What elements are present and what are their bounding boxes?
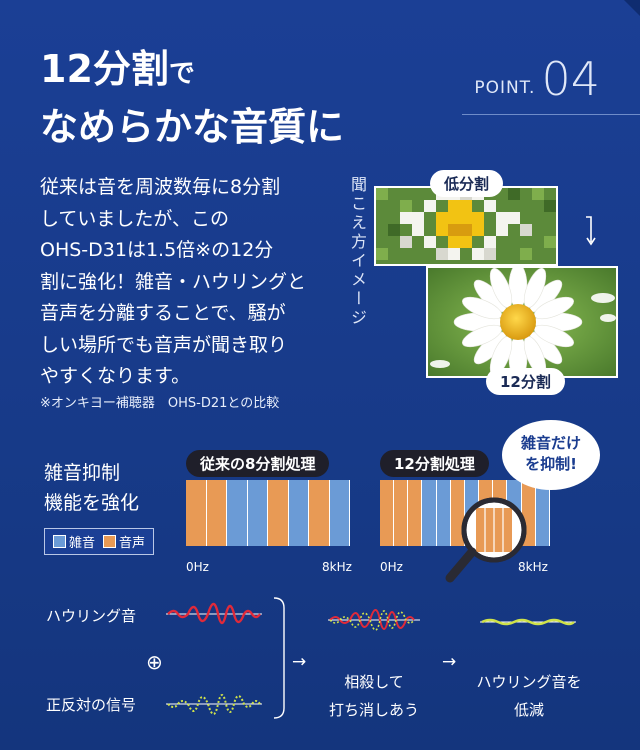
band-noise [227, 480, 248, 546]
low-division-label: 低分割 [430, 170, 504, 197]
old-chart-title: 従来の8分割処理 [186, 450, 330, 477]
howling-label: ハウリング音 [46, 607, 137, 625]
arrow-right-icon: → [292, 652, 307, 672]
band-noise [247, 480, 268, 546]
hearing-image-label: 聞こえ方イメージ [348, 176, 367, 328]
magnifier-icon [445, 497, 527, 583]
band-voice [309, 480, 330, 546]
description-line: 従来は音を周波数毎に8分割 [40, 176, 281, 198]
title-line2: なめらかな音質に [40, 105, 345, 149]
band-noise [329, 480, 350, 546]
band-voice [408, 480, 423, 546]
description-line: 音声を分離することで、騒が [40, 302, 286, 324]
title-line1: 12分割 [40, 47, 169, 91]
result-caption: ハウリング音を 低減 [462, 668, 596, 724]
band-noise [535, 480, 550, 546]
description-line: OHS-D31は1.5倍※の12分 [40, 239, 274, 261]
band-noise [436, 480, 451, 546]
old-8-band-bars [186, 480, 350, 546]
old-axis-start: 0Hz [186, 560, 209, 574]
description-text: 従来は音を周波数毎に8分割 していましたが、この OHS-D31は1.5倍※の1… [40, 172, 340, 393]
band-voice [380, 480, 395, 546]
twelve-division-label: 12分割 [486, 368, 565, 395]
title-line1-suffix: で [168, 59, 195, 89]
anti-signal-label: 正反対の信号 [46, 696, 137, 714]
legend-noise-swatch [53, 535, 66, 548]
feature-label: 雑音抑制 機能を強化 [44, 458, 139, 518]
cancel-wave-icon [328, 609, 420, 631]
legend-noise-label: 雑音 [69, 536, 96, 551]
low-res-flower-image [374, 186, 558, 266]
corner-tab [624, 0, 640, 16]
point-underline [462, 114, 640, 115]
cancel-line1: 相殺して [344, 673, 404, 691]
bubble-line1: 雑音だけ [520, 434, 581, 452]
new-axis-end: 8kHz [518, 560, 548, 574]
plus-icon: ⊕ [146, 650, 163, 674]
cancel-caption: 相殺して 打ち消しあう [322, 668, 426, 724]
point-label: POINT. [474, 78, 536, 98]
description-line: しい場所でも音声が聞き取り [40, 333, 288, 356]
arrow-down-icon [586, 216, 596, 246]
feature-line2: 機能を強化 [44, 492, 140, 514]
noise-only-bubble: 雑音だけ を抑制! [502, 420, 600, 490]
result-line2: 低減 [513, 701, 544, 719]
band-voice [268, 480, 289, 546]
bracket-icon [273, 597, 285, 719]
band-voice [450, 480, 465, 546]
feature-line1: 雑音抑制 [44, 462, 121, 484]
anti-signal-wave-icon [166, 694, 262, 715]
legend-voice: 音声 [103, 532, 145, 551]
high-res-flower-image [426, 266, 618, 378]
band-voice [186, 480, 207, 546]
band-noise [288, 480, 309, 546]
point-badge: POINT. 04 [474, 56, 600, 102]
arrow-right-icon-2: → [442, 652, 457, 672]
bubble-line2: を抑制! [525, 455, 577, 473]
legend: 雑音 音声 [44, 528, 155, 555]
band-voice [394, 480, 409, 546]
legend-voice-label: 音声 [119, 536, 146, 551]
legend-voice-swatch [103, 535, 117, 548]
point-number: 04 [541, 52, 600, 106]
reduced-wave-icon [480, 618, 576, 626]
legend-noise: 雑音 [53, 532, 95, 551]
description-line: していましたが、この [40, 207, 230, 230]
new-chart-title: 12分割処理 [380, 450, 489, 477]
old-axis-end: 8kHz [322, 560, 352, 574]
new-axis-start: 0Hz [380, 560, 403, 574]
result-line1: ハウリング音を [476, 673, 582, 691]
howling-wave-icon [166, 602, 262, 625]
band-noise [422, 480, 437, 546]
page-title: 12分割で なめらかな音質に [40, 44, 344, 152]
description-line: 割に強化！雑音・ハウリングと [40, 270, 307, 293]
band-voice [206, 480, 227, 546]
footnote: ※オンキヨー補聴器 OHS-D21との比較 [40, 396, 280, 411]
description-line: やすくなります。 [40, 365, 191, 387]
cancel-line2: 打ち消しあう [328, 701, 419, 719]
